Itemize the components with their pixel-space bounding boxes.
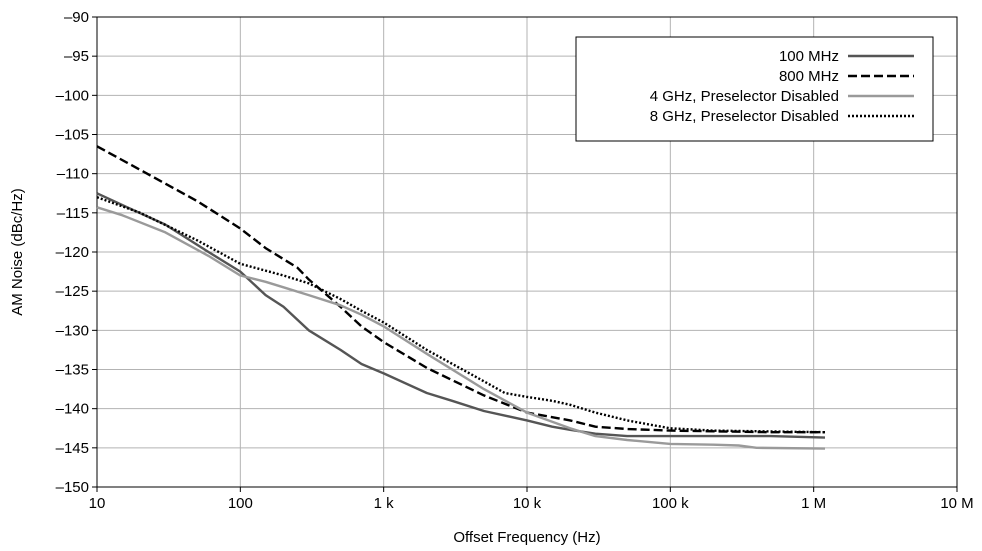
x-tick-label: 10 M <box>940 495 973 512</box>
series-line-1 <box>96 192 826 439</box>
series-line-3 <box>96 206 826 450</box>
legend-label-2: 800 MHz <box>779 68 839 85</box>
y-tick-label: –90 <box>64 9 89 26</box>
x-axis-title: Offset Frequency (Hz) <box>453 529 600 546</box>
y-tick-label: –130 <box>56 322 89 339</box>
y-tick-label: –140 <box>56 401 89 418</box>
y-tick-label: –115 <box>57 205 89 222</box>
legend: 100 MHz 800 MHz 4 GHz, Preselector Disable… <box>575 36 934 142</box>
y-axis-title: AM Noise (dBc/Hz) <box>9 188 26 316</box>
y-tick-label: –100 <box>56 87 89 104</box>
series-line-2 <box>96 145 825 434</box>
y-tick-label: –125 <box>56 283 89 300</box>
y-tick-label: –135 <box>56 362 89 379</box>
axes: –90 –95 –100 –105 –110 –115 –120 –125 –130 –135 –1… <box>9 9 974 546</box>
x-tick-label: 1 k <box>374 495 395 512</box>
x-tick-label: 1 M <box>801 495 826 512</box>
series-line-4 <box>96 196 826 434</box>
y-tick-label: –105 <box>56 127 89 144</box>
series-layer <box>96 145 826 450</box>
x-tick-label: 10 k <box>513 495 542 512</box>
x-tick-label: 100 <box>228 495 253 512</box>
y-tick-label: –110 <box>57 166 89 183</box>
y-tick-label: –145 <box>56 440 89 457</box>
legend-box <box>575 36 934 142</box>
legend-label-4: 8 GHz, Preselector Disabled <box>650 108 839 125</box>
x-tick-label: 10 <box>89 495 106 512</box>
legend-label-3: 4 GHz, Preselector Disabled <box>650 88 839 105</box>
y-tick-label: –120 <box>56 244 89 261</box>
y-tick-label: –150 <box>56 479 89 496</box>
legend-label-1: 100 MHz <box>779 48 839 65</box>
y-tick-label: –95 <box>64 48 89 65</box>
x-tick-label: 100 k <box>652 495 689 512</box>
